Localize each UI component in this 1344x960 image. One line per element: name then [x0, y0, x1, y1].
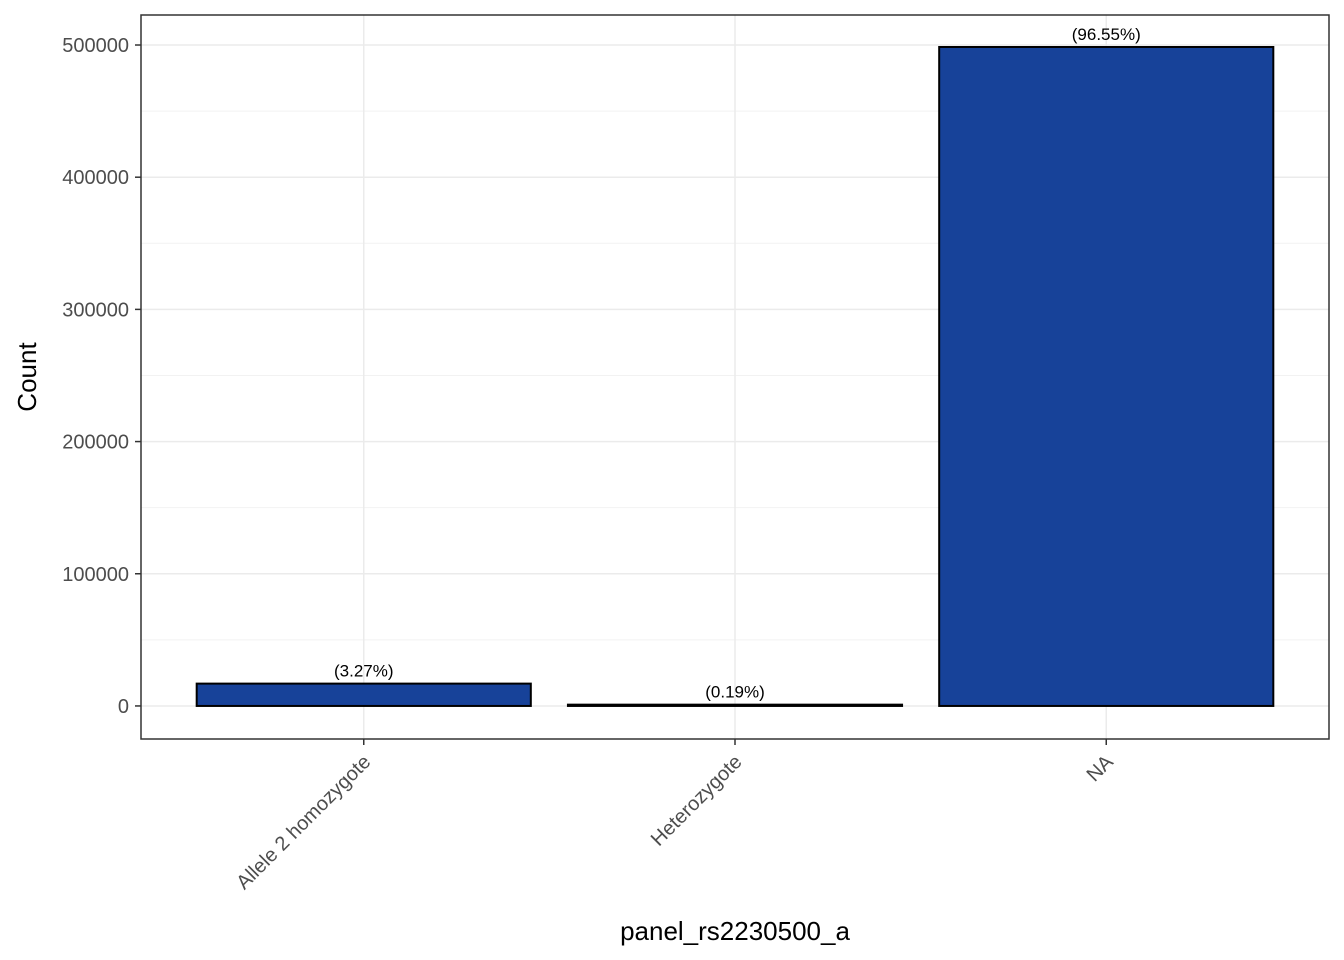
data-label: (96.55%) [1072, 25, 1141, 44]
x-axis-title: panel_rs2230500_a [620, 916, 850, 946]
y-tick-label: 500000 [62, 35, 129, 57]
data-label: (3.27%) [334, 662, 394, 681]
y-tick-label: 0 [118, 696, 129, 718]
y-axis-title: Count [12, 342, 42, 412]
panel-border [140, 14, 1330, 740]
y-tick-label: 400000 [62, 167, 129, 189]
bar [566, 703, 904, 707]
data-label: (0.19%) [705, 683, 765, 702]
bar [195, 682, 532, 707]
y-tick-label: 300000 [62, 299, 129, 321]
bar [938, 45, 1275, 707]
y-tick-label: 100000 [62, 564, 129, 586]
y-tick-label: 200000 [62, 432, 129, 454]
